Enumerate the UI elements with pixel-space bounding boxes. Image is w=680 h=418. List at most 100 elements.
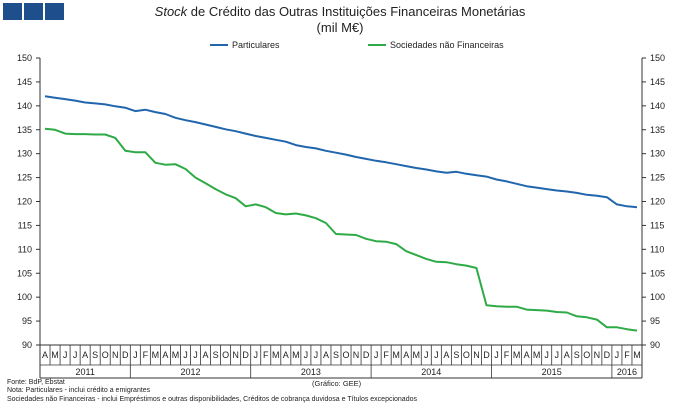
y-tick-label-right: 125 <box>650 173 665 183</box>
chart-credit: (Gráfico: GEE) <box>312 379 362 388</box>
chart-subtitle: (mil M€) <box>316 20 364 35</box>
month-label: J <box>554 350 559 360</box>
legend-label: Sociedades não Financeiras <box>390 40 504 50</box>
month-label: A <box>443 350 449 360</box>
y-tick-label-left: 110 <box>18 244 32 254</box>
y-tick-label-left: 140 <box>17 101 32 111</box>
month-label: A <box>42 350 48 360</box>
y-tick-label-left: 115 <box>18 220 32 230</box>
y-tick-label-right: 135 <box>650 125 665 135</box>
month-label: A <box>323 350 329 360</box>
month-label: M <box>533 350 541 360</box>
month-label: J <box>253 350 258 360</box>
logo-block <box>45 3 64 20</box>
month-label: J <box>183 350 188 360</box>
month-label: O <box>102 350 109 360</box>
brand-logo <box>3 3 64 20</box>
y-tick-label-left: 145 <box>17 77 32 87</box>
month-label: M <box>513 350 521 360</box>
year-label: 2013 <box>301 367 321 377</box>
month-label: F <box>263 350 269 360</box>
month-label: M <box>392 350 400 360</box>
y-tick-label-right: 140 <box>650 101 665 111</box>
month-label: N <box>112 350 119 360</box>
month-label: F <box>504 350 510 360</box>
month-label: A <box>162 350 168 360</box>
month-label: F <box>624 350 630 360</box>
legend-label: Particulares <box>232 40 280 50</box>
month-label: O <box>222 350 229 360</box>
month-label: A <box>203 350 209 360</box>
month-label: J <box>73 350 78 360</box>
month-label: N <box>594 350 601 360</box>
source-note: Fonte: BdP, Ebstat <box>7 379 65 386</box>
footer-notes: Fonte: BdP, Ebstat Nota: Particulares - … <box>7 379 417 404</box>
month-label: D <box>122 350 129 360</box>
y-tick-label-left: 125 <box>17 173 32 183</box>
month-label: M <box>413 350 421 360</box>
series-line-particulares <box>44 95 638 209</box>
year-label: 2012 <box>180 367 200 377</box>
y-tick-label-right: 95 <box>650 316 660 326</box>
year-label: 2011 <box>75 367 94 377</box>
month-label: J <box>374 350 379 360</box>
month-label: F <box>383 350 389 360</box>
month-label: O <box>463 350 470 360</box>
month-label: J <box>615 350 620 360</box>
year-label: 2014 <box>421 367 441 377</box>
month-label: M <box>172 350 180 360</box>
month-label: M <box>272 350 280 360</box>
chart-title: Stock de Crédito das Outras Instituições… <box>0 4 680 36</box>
year-label: 2015 <box>542 367 562 377</box>
month-label: J <box>133 350 138 360</box>
title-rest: de Crédito das Outras Instituições Finan… <box>187 4 526 19</box>
month-label: S <box>574 350 580 360</box>
month-label: F <box>143 350 149 360</box>
y-tick-label-left: 130 <box>17 149 32 159</box>
y-tick-label-left: 105 <box>17 268 32 278</box>
month-label: N <box>353 350 360 360</box>
month-label: J <box>193 350 198 360</box>
y-tick-label-right: 100 <box>650 292 665 302</box>
month-label: N <box>232 350 239 360</box>
month-label: M <box>152 350 160 360</box>
month-label: J <box>544 350 549 360</box>
month-label: J <box>314 350 319 360</box>
title-italic: Stock <box>154 4 188 19</box>
y-tick-label-right: 130 <box>650 149 665 159</box>
y-tick-label-left: 150 <box>17 53 32 63</box>
month-label: M <box>633 350 641 360</box>
y-tick-label-right: 145 <box>650 77 665 87</box>
month-label: A <box>82 350 88 360</box>
month-label: J <box>63 350 68 360</box>
month-label: S <box>213 350 219 360</box>
note-sociedades: Sociedades não Financeiras - inclui Empr… <box>7 395 417 403</box>
y-tick-label-left: 90 <box>22 340 32 350</box>
month-label: D <box>242 350 249 360</box>
y-tick-label-right: 150 <box>650 53 665 63</box>
month-label: A <box>524 350 530 360</box>
y-tick-label-left: 100 <box>17 292 32 302</box>
month-label: J <box>494 350 499 360</box>
month-label: M <box>51 350 59 360</box>
month-label: S <box>453 350 459 360</box>
y-tick-label-right: 115 <box>650 220 664 230</box>
month-label: A <box>564 350 570 360</box>
y-tick-label-right: 90 <box>650 340 660 350</box>
y-tick-label-left: 135 <box>17 125 32 135</box>
logo-block <box>3 3 22 20</box>
y-tick-label-left: 95 <box>22 316 32 326</box>
month-label: A <box>283 350 289 360</box>
y-tick-label-right: 110 <box>650 244 664 254</box>
month-label: O <box>343 350 350 360</box>
month-label: S <box>92 350 98 360</box>
y-tick-label-right: 105 <box>650 268 665 278</box>
month-label: D <box>604 350 611 360</box>
month-label: J <box>424 350 429 360</box>
month-label: S <box>333 350 339 360</box>
month-label: N <box>473 350 480 360</box>
month-label: D <box>363 350 370 360</box>
month-label: M <box>292 350 300 360</box>
month-label: A <box>403 350 409 360</box>
